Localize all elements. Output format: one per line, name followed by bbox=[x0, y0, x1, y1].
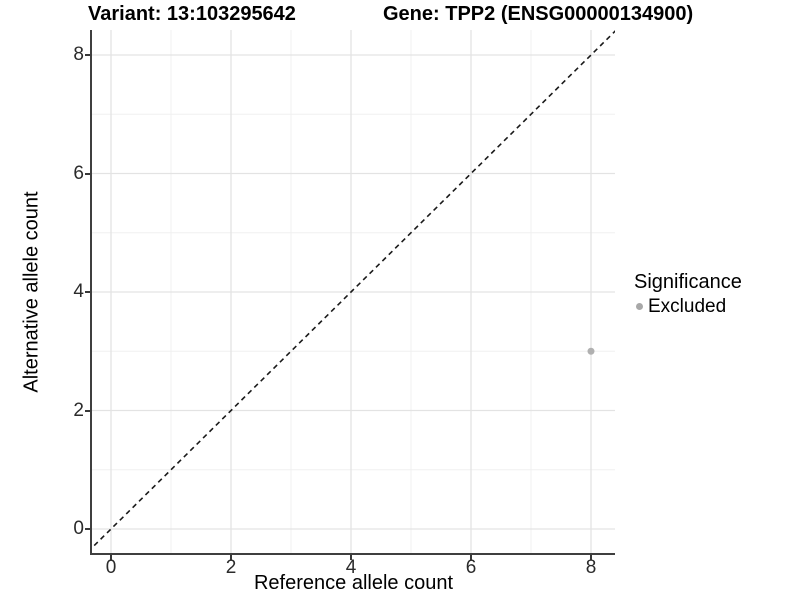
data-point bbox=[587, 347, 595, 355]
plot-title-variant: Variant: 13:103295642 bbox=[88, 3, 296, 25]
x-tick-label: 6 bbox=[465, 557, 477, 578]
x-tick-mark bbox=[230, 555, 232, 560]
y-tick-mark bbox=[85, 54, 90, 56]
y-tick-mark bbox=[85, 409, 90, 412]
x-tick-label: 8 bbox=[585, 557, 597, 578]
legend-item: Excluded bbox=[632, 296, 797, 317]
y-axis-line bbox=[90, 30, 92, 555]
x-tick-label: 0 bbox=[105, 557, 117, 578]
y-tick-label: 4 bbox=[73, 281, 84, 302]
x-tick-mark bbox=[470, 555, 472, 560]
x-tick-mark bbox=[350, 555, 352, 560]
x-tick-mark bbox=[590, 555, 592, 560]
x-axis-title: Reference allele count bbox=[253, 572, 453, 594]
legend-title: Significance bbox=[634, 271, 742, 293]
y-axis-title: Alternative allele count bbox=[20, 191, 43, 393]
y-tick-mark bbox=[85, 291, 90, 293]
y-tick-mark bbox=[85, 528, 90, 530]
x-tick-mark bbox=[110, 555, 112, 560]
legend: Significance Excluded bbox=[632, 271, 797, 317]
x-axis-line bbox=[90, 553, 615, 555]
y-tick-label: 6 bbox=[73, 162, 84, 184]
x-tick-label: 2 bbox=[225, 557, 237, 578]
legend-item-label: Excluded bbox=[648, 296, 727, 317]
legend-point-icon bbox=[636, 303, 643, 310]
y-tick-label: 8 bbox=[73, 44, 84, 65]
y-tick-label: 0 bbox=[73, 518, 84, 539]
plot-title-gene: Gene: TPP2 (ENSG00000134900) bbox=[383, 3, 694, 25]
identity-line bbox=[92, 30, 615, 549]
legend-items: Excluded bbox=[632, 296, 797, 317]
plot-panel bbox=[92, 30, 615, 553]
plot-area-svg bbox=[92, 30, 615, 553]
y-tick-mark bbox=[85, 172, 90, 175]
x-tick-label: 4 bbox=[345, 557, 357, 578]
y-tick-label: 2 bbox=[73, 399, 84, 421]
